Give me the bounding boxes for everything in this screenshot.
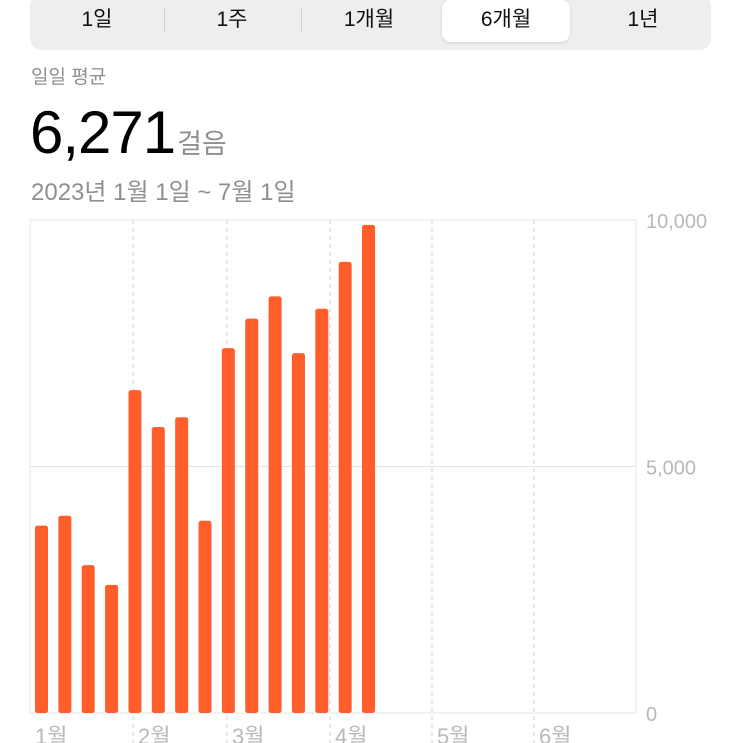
bar bbox=[35, 525, 48, 713]
segment-1-year[interactable]: 1년 bbox=[627, 8, 659, 31]
bar bbox=[291, 353, 305, 713]
bar bbox=[362, 224, 376, 713]
x-tick-label: 6월 bbox=[539, 724, 571, 743]
bar bbox=[105, 584, 119, 713]
bar bbox=[175, 417, 189, 713]
date-range: 2023년 1월 1일 ~ 7월 1일 bbox=[31, 179, 296, 206]
bar bbox=[221, 348, 235, 713]
average-unit: 걸음 bbox=[177, 129, 227, 159]
bar bbox=[128, 390, 142, 713]
segment-6-months[interactable]: 6개월 bbox=[442, 0, 570, 42]
x-tick-label: 3월 bbox=[232, 724, 264, 743]
x-tick-label: 1월 bbox=[35, 724, 67, 743]
bar bbox=[198, 520, 212, 713]
bar bbox=[245, 318, 259, 713]
segment-divider bbox=[301, 8, 302, 32]
bar bbox=[58, 515, 72, 713]
segment-1-week[interactable]: 1주 bbox=[216, 8, 248, 31]
bar bbox=[81, 565, 95, 713]
bar bbox=[151, 427, 165, 713]
y-tick-label: 0 bbox=[646, 704, 657, 726]
average-value: 6,271 bbox=[30, 99, 176, 166]
y-tick-label: 5,000 bbox=[646, 458, 696, 480]
y-tick-label: 10,000 bbox=[646, 211, 707, 233]
x-tick-label: 4월 bbox=[335, 724, 367, 743]
bar bbox=[268, 296, 282, 713]
segment-1-day[interactable]: 1일 bbox=[81, 8, 113, 31]
segment-divider bbox=[164, 8, 165, 32]
bar bbox=[315, 308, 329, 713]
bar bbox=[338, 261, 352, 713]
average-label: 일일 평균 bbox=[31, 67, 107, 88]
segment-1-month[interactable]: 1개월 bbox=[343, 8, 395, 31]
x-tick-label: 5월 bbox=[437, 724, 469, 743]
average-value-row: 6,271걸음 bbox=[30, 98, 227, 167]
time-range-segmented-control: 1일 1주 1개월 6개월 1년 bbox=[30, 0, 711, 50]
x-tick-label: 2월 bbox=[138, 724, 170, 743]
